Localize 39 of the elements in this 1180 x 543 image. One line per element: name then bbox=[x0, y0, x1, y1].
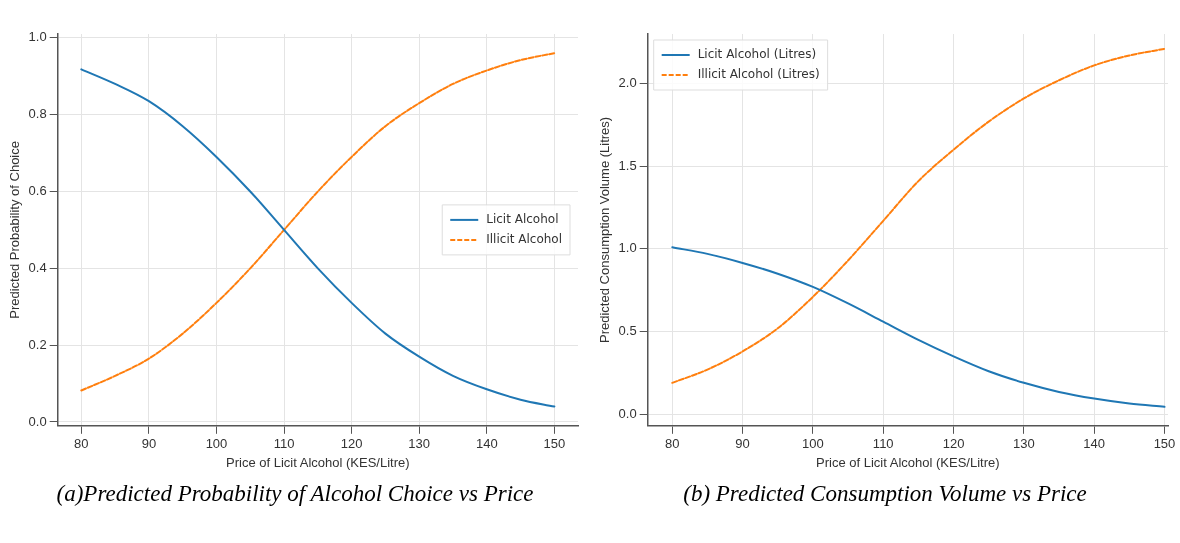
x-axis-title: Price of Licit Alcohol (KES/Litre) bbox=[816, 454, 1000, 470]
legend-label: Illicit Alcohol bbox=[486, 232, 563, 247]
y-tick-label: 0.2 bbox=[28, 336, 47, 352]
y-tick-label: 0.5 bbox=[618, 323, 637, 339]
y-tick-label: 0.4 bbox=[28, 259, 47, 275]
text: (b) Predicted Consumption Volume vs Price bbox=[682, 480, 1088, 507]
x-tick-label: 100 bbox=[802, 436, 824, 452]
x-tick-label: 110 bbox=[872, 436, 894, 452]
x-tick-label: 130 bbox=[1013, 436, 1035, 452]
y-tick-label: 0.6 bbox=[28, 183, 47, 199]
legend-label: Licit Alcohol (Litres) bbox=[697, 47, 817, 62]
x-tick-label: 100 bbox=[205, 436, 228, 452]
y-tick-label: 0.0 bbox=[618, 405, 637, 421]
x-tick-label: 80 bbox=[74, 436, 89, 452]
x-tick-label: 120 bbox=[340, 436, 363, 452]
x-tick-label: 120 bbox=[942, 436, 965, 452]
y-tick-label: 1.0 bbox=[618, 240, 637, 256]
x-tick-label: 150 bbox=[543, 436, 566, 452]
legend-label: Illicit Alcohol (Litres) bbox=[697, 67, 820, 82]
x-axis-title: Price of Licit Alcohol (KES/Litre) bbox=[226, 454, 410, 470]
text: (a)Predicted Probability of Alcohol Choice vs Price bbox=[55, 480, 535, 507]
x-tick-label: 150 bbox=[1153, 436, 1176, 452]
x-tick-label: 90 bbox=[735, 436, 750, 452]
y-tick-label: 0.8 bbox=[28, 106, 47, 122]
x-tick-label: 130 bbox=[408, 436, 431, 452]
x-tick-label: 80 bbox=[665, 436, 680, 452]
x-tick-label: 140 bbox=[475, 436, 498, 452]
line-series bbox=[671, 246, 1166, 408]
x-tick-label: 90 bbox=[141, 436, 157, 452]
y-tick-label: 0.0 bbox=[28, 413, 47, 429]
x-tick-label: 140 bbox=[1083, 436, 1106, 452]
y-tick-label: 2.0 bbox=[618, 75, 637, 91]
y-axis-title: Predicted Probability of Choice bbox=[7, 141, 23, 319]
y-axis-title: Predicted Consumption Volume (Litres) bbox=[597, 116, 613, 343]
x-tick-label: 110 bbox=[273, 436, 295, 452]
y-tick-label: 1.0 bbox=[28, 29, 47, 45]
y-tick-label: 1.5 bbox=[618, 157, 637, 173]
line-series bbox=[671, 47, 1166, 384]
legend-label: Licit Alcohol bbox=[486, 212, 559, 227]
